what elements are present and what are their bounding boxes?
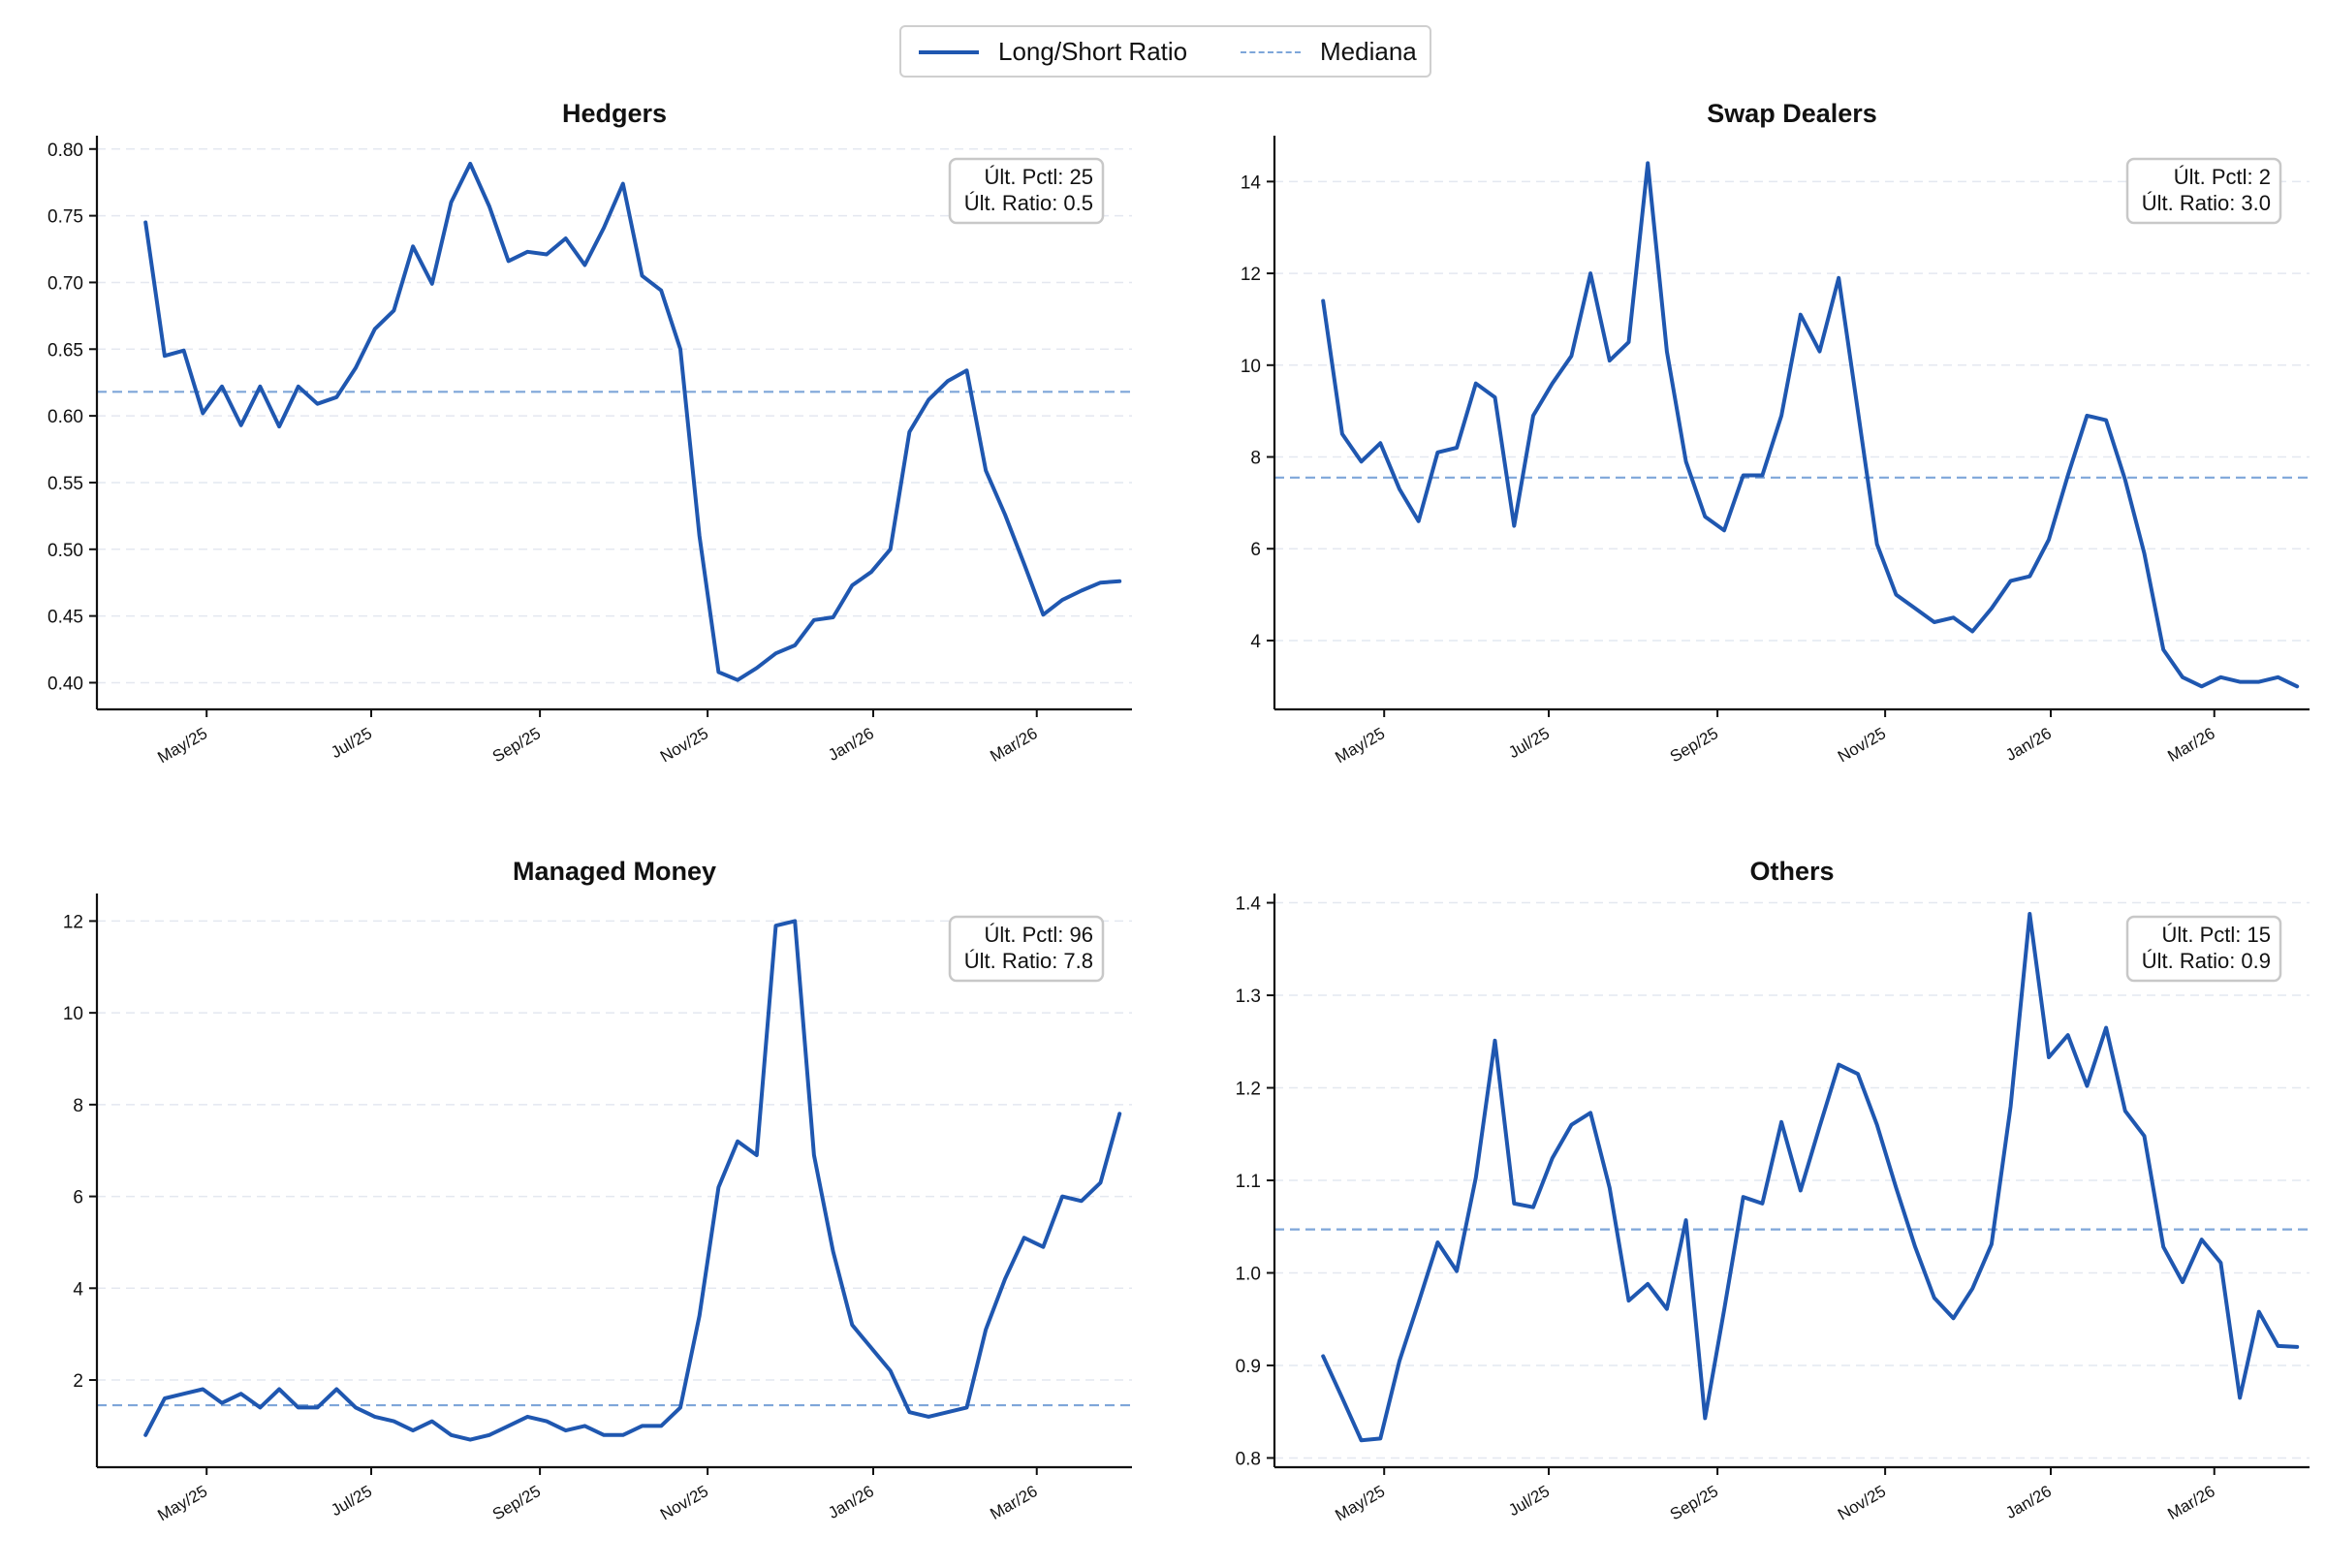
y-tick-label: 4 [73, 1279, 83, 1300]
x-tick-label: Jan/26 [2002, 1482, 2055, 1522]
chart-legend: Long/Short Ratio Mediana [899, 25, 1431, 78]
x-tick-label: Sep/25 [489, 1482, 544, 1523]
y-tick-label: 0.9 [1236, 1357, 1261, 1377]
x-tick-label: Nov/25 [657, 724, 711, 766]
x-tick-label: Sep/25 [1667, 724, 1721, 766]
x-tick-label: Mar/26 [2164, 1482, 2217, 1523]
legend-label-median: Mediana [1320, 37, 1417, 66]
y-tick-label: 1.2 [1236, 1080, 1261, 1100]
annotation-text: Últ. Ratio: 0.5 [964, 191, 1093, 215]
x-tick-label: May/25 [154, 724, 210, 767]
y-tick-label: 0.40 [47, 674, 83, 694]
x-tick-label: Jan/26 [2002, 724, 2055, 765]
x-tick-label: May/25 [1332, 724, 1388, 767]
annotation-text: Últ. Pctl: 15 [2162, 923, 2271, 947]
legend-item-median: Mediana [1241, 37, 1417, 67]
y-tick-label: 1.1 [1236, 1172, 1261, 1192]
legend-label-ratio: Long/Short Ratio [998, 37, 1188, 66]
x-tick-label: Sep/25 [1667, 1482, 1721, 1523]
panel-0: 0.40 0.45 0.50 0.55 0.60 0.65 0.70 0.75 0.80 May/… [47, 99, 1132, 767]
annotation-text: Últ. Ratio: 7.8 [964, 949, 1093, 973]
legend-swatch-median [1241, 50, 1301, 53]
x-tick-label: Jul/25 [1505, 724, 1553, 762]
y-tick-label: 6 [1250, 540, 1261, 560]
y-tick-label: 0.75 [47, 207, 83, 228]
series-line [1321, 912, 2300, 1443]
x-tick-label: Jul/25 [328, 724, 375, 762]
annotation-text: Últ. Pctl: 96 [985, 923, 1093, 947]
x-tick-label: Jan/26 [825, 724, 877, 765]
y-tick-label: 12 [63, 912, 83, 932]
y-tick-label: 8 [73, 1096, 83, 1116]
panel-1: 4 6 8 10 12 14 May/25 Jul/25 Sep/25 Nov/25 Jan/26 M… [1241, 99, 2310, 767]
series-line [1321, 161, 2300, 689]
panel-title: Others [1749, 857, 1834, 886]
series-line [143, 919, 1122, 1442]
panel-2: 2 4 6 8 10 12 May/25 Jul/25 Sep/25 Nov/25 Jan/26 Ma… [63, 857, 1132, 1524]
x-tick-label: Nov/25 [1835, 724, 1889, 766]
y-tick-label: 0.60 [47, 407, 83, 427]
y-tick-label: 0.8 [1236, 1449, 1261, 1469]
panel-title: Hedgers [562, 99, 667, 128]
annotation-box [948, 157, 1105, 225]
x-tick-label: Jan/26 [825, 1482, 877, 1522]
panel-title: Managed Money [513, 857, 716, 886]
y-tick-label: 10 [63, 1004, 83, 1024]
y-tick-label: 0.70 [47, 273, 83, 294]
x-tick-label: Nov/25 [657, 1482, 711, 1523]
y-tick-label: 1.4 [1236, 894, 1262, 915]
x-tick-label: Nov/25 [1835, 1482, 1889, 1523]
y-tick-label: 0.50 [47, 541, 83, 561]
annotation-text: Últ. Ratio: 0.9 [2142, 949, 2271, 973]
y-tick-label: 0.80 [47, 141, 83, 161]
y-tick-label: 12 [1241, 265, 1261, 285]
y-tick-label: 2 [73, 1371, 83, 1392]
x-tick-label: Jul/25 [1505, 1482, 1553, 1520]
legend-item-ratio: Long/Short Ratio [919, 37, 1187, 67]
y-tick-label: 0.55 [47, 474, 83, 494]
x-tick-label: Sep/25 [489, 724, 544, 766]
annotation-text: Últ. Ratio: 3.0 [2142, 191, 2271, 215]
x-tick-label: May/25 [1332, 1482, 1388, 1524]
x-tick-label: Mar/26 [2164, 724, 2217, 766]
x-tick-label: Mar/26 [987, 724, 1040, 766]
y-tick-label: 6 [73, 1188, 83, 1208]
y-tick-label: 8 [1250, 449, 1261, 469]
y-tick-label: 4 [1250, 632, 1261, 652]
x-tick-label: May/25 [154, 1482, 210, 1524]
x-tick-label: Mar/26 [987, 1482, 1040, 1523]
legend-swatch-ratio [919, 49, 979, 54]
panel-title: Swap Dealers [1707, 99, 1877, 128]
annotation-box [2125, 157, 2282, 225]
series-line [143, 161, 1122, 682]
annotation-box [948, 915, 1105, 983]
annotation-box [2125, 915, 2282, 983]
annotation-text: Últ. Pctl: 2 [2174, 165, 2271, 189]
y-tick-label: 14 [1241, 172, 1262, 193]
annotation-text: Últ. Pctl: 25 [985, 165, 1093, 189]
y-tick-label: 0.65 [47, 340, 83, 361]
y-tick-label: 0.45 [47, 608, 83, 628]
x-tick-label: Jul/25 [328, 1482, 375, 1520]
y-tick-label: 1.0 [1236, 1264, 1261, 1284]
y-tick-label: 10 [1241, 357, 1261, 377]
panel-3: 0.8 0.9 1.0 1.1 1.2 1.3 1.4 May/25 Jul/25 Sep/25 N… [1236, 857, 2310, 1524]
y-tick-label: 1.3 [1236, 987, 1261, 1007]
